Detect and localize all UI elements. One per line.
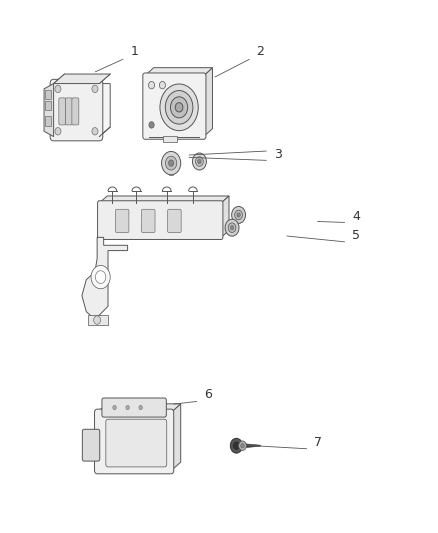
Circle shape — [149, 122, 154, 128]
Polygon shape — [99, 196, 229, 203]
Circle shape — [228, 223, 236, 232]
Polygon shape — [82, 237, 127, 319]
Circle shape — [175, 103, 183, 112]
Polygon shape — [243, 443, 260, 448]
FancyBboxPatch shape — [106, 419, 167, 467]
Circle shape — [55, 127, 61, 135]
Circle shape — [169, 160, 174, 166]
Circle shape — [55, 85, 61, 93]
Polygon shape — [204, 68, 212, 136]
Circle shape — [195, 157, 203, 166]
Text: 7: 7 — [314, 436, 322, 449]
Circle shape — [162, 151, 181, 175]
FancyBboxPatch shape — [50, 79, 103, 141]
Text: 1: 1 — [130, 45, 138, 58]
Text: 3: 3 — [274, 148, 282, 160]
Circle shape — [126, 406, 129, 410]
Circle shape — [235, 210, 243, 220]
Circle shape — [170, 97, 188, 118]
Circle shape — [230, 225, 234, 230]
FancyBboxPatch shape — [59, 98, 66, 125]
FancyBboxPatch shape — [141, 209, 155, 232]
FancyBboxPatch shape — [65, 98, 72, 125]
Bar — [162, 135, 177, 142]
Circle shape — [159, 82, 166, 89]
Circle shape — [113, 406, 116, 410]
FancyBboxPatch shape — [98, 201, 223, 239]
Text: 6: 6 — [204, 389, 212, 401]
FancyBboxPatch shape — [95, 409, 174, 474]
Circle shape — [148, 82, 155, 89]
FancyBboxPatch shape — [143, 73, 206, 139]
Bar — [46, 101, 50, 110]
Text: 2: 2 — [256, 45, 264, 58]
Circle shape — [230, 438, 243, 453]
FancyBboxPatch shape — [82, 429, 100, 461]
FancyBboxPatch shape — [168, 209, 181, 232]
Circle shape — [237, 213, 240, 217]
Polygon shape — [221, 196, 229, 237]
Polygon shape — [44, 84, 53, 136]
Text: 5: 5 — [352, 229, 360, 242]
Bar — [46, 90, 50, 100]
Polygon shape — [145, 68, 212, 76]
Circle shape — [192, 153, 206, 170]
FancyBboxPatch shape — [116, 209, 129, 232]
Circle shape — [92, 127, 98, 135]
Circle shape — [94, 316, 101, 324]
Bar — [169, 167, 173, 175]
Circle shape — [91, 265, 110, 289]
Circle shape — [160, 84, 198, 131]
Polygon shape — [97, 404, 181, 413]
Circle shape — [233, 442, 240, 449]
Bar — [46, 116, 50, 126]
Circle shape — [165, 91, 193, 124]
Circle shape — [95, 271, 106, 284]
Circle shape — [232, 206, 246, 223]
Polygon shape — [53, 84, 110, 136]
Circle shape — [225, 219, 239, 236]
Polygon shape — [53, 74, 110, 84]
Bar — [88, 316, 108, 325]
Circle shape — [166, 156, 177, 170]
Circle shape — [139, 406, 142, 410]
Text: 4: 4 — [352, 209, 360, 223]
Polygon shape — [86, 433, 97, 457]
Circle shape — [198, 159, 201, 164]
Circle shape — [239, 441, 247, 450]
Polygon shape — [171, 404, 181, 471]
Circle shape — [241, 443, 244, 448]
Circle shape — [92, 85, 98, 93]
FancyBboxPatch shape — [102, 398, 166, 417]
FancyBboxPatch shape — [72, 98, 79, 125]
